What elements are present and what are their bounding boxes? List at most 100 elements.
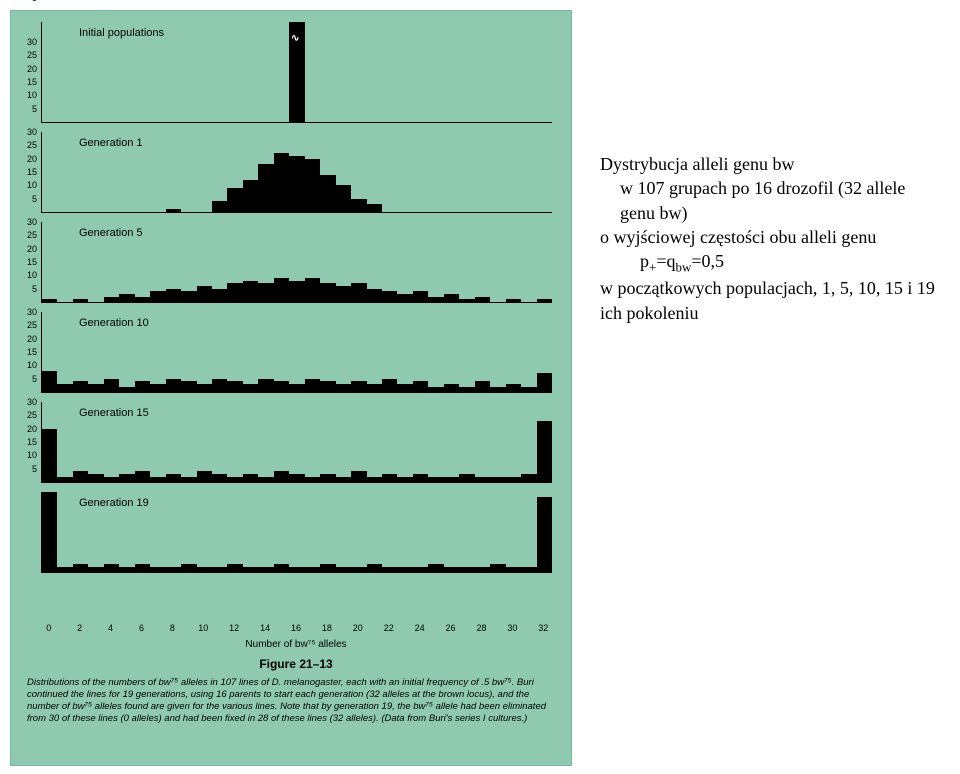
bar (119, 474, 134, 482)
bar (367, 384, 382, 392)
y-tick: 20 (13, 244, 37, 254)
bars-container (41, 492, 552, 573)
bar (243, 281, 258, 302)
bar (475, 381, 490, 392)
bar (289, 567, 304, 572)
bar (150, 384, 165, 392)
bar (320, 564, 335, 572)
y-tick: 5 (13, 464, 37, 474)
bar (336, 286, 351, 302)
bar (428, 564, 443, 572)
bar (197, 286, 212, 302)
x-tick: 32 (533, 623, 553, 633)
bar (243, 474, 258, 482)
figure-caption: Distributions of the numbers of bw⁷⁵ all… (27, 677, 555, 725)
bar (413, 381, 428, 392)
side-line-4: p+=qbw=0,5 (600, 249, 940, 276)
bar (150, 291, 165, 302)
bar (73, 299, 88, 302)
bar (258, 164, 273, 212)
bar (88, 567, 103, 572)
bar (521, 474, 536, 482)
y-tick: 25 (13, 410, 37, 420)
x-tick: 24 (410, 623, 430, 633)
bar (382, 567, 397, 572)
x-tick: 30 (502, 623, 522, 633)
bar (367, 289, 382, 302)
bar (382, 379, 397, 392)
chart-panel-3: 30252015105Generation 10 (41, 309, 551, 399)
bar (289, 474, 304, 482)
side-line-3: o wyjściowej częstości obu alleli genu (600, 225, 940, 249)
side-line-2: w 107 grupach po 16 drozofil (32 allele … (600, 176, 940, 225)
y-tick: 30 (13, 397, 37, 407)
bar (305, 477, 320, 482)
bar (181, 381, 196, 392)
side-line-5: w początkowych populacjach, 1, 5, 10, 15… (600, 276, 940, 325)
x-tick: 22 (379, 623, 399, 633)
bar (289, 384, 304, 392)
bar (42, 429, 57, 482)
bars-container (41, 402, 552, 483)
x-tick: 8 (162, 623, 182, 633)
bar (397, 567, 412, 572)
bar (382, 474, 397, 482)
chart-panel-1: 30252015105Generation 1 (41, 129, 551, 219)
chart-panel-5: 30252015105Generation 19 (41, 489, 551, 579)
x-tick: 2 (70, 623, 90, 633)
bar (351, 471, 366, 482)
y-tick: 10 (13, 90, 37, 100)
bar (197, 471, 212, 482)
bar (397, 384, 412, 392)
y-tick: 25 (13, 140, 37, 150)
bar (336, 567, 351, 572)
bar (336, 477, 351, 482)
x-tick: 28 (471, 623, 491, 633)
y-tick: 20 (13, 64, 37, 74)
bar (351, 567, 366, 572)
bar (444, 384, 459, 392)
y-tick: 10 (13, 180, 37, 190)
bar (181, 477, 196, 482)
y-tick: 15 (13, 347, 37, 357)
x-tick: 10 (193, 623, 213, 633)
x-tick: 4 (101, 623, 121, 633)
bar (42, 299, 57, 302)
bar (258, 379, 273, 392)
y-tick: 5 (13, 284, 37, 294)
bar (428, 387, 443, 392)
y-tick: 20 (13, 334, 37, 344)
y-tick: 30 (13, 37, 37, 47)
y-tick: 25 (13, 320, 37, 330)
bar (537, 373, 552, 392)
bar (274, 153, 289, 212)
bar (258, 477, 273, 482)
bar (506, 477, 521, 482)
bar (305, 278, 320, 302)
y-tick: 15 (13, 257, 37, 267)
bar (258, 567, 273, 572)
bar (305, 567, 320, 572)
bars-container (41, 222, 552, 303)
bar (227, 381, 242, 392)
y-tick: 10 (13, 360, 37, 370)
bar (135, 381, 150, 392)
bar (289, 156, 304, 212)
bar (88, 384, 103, 392)
figure-panel: 107252015105Initial populations∿30252015… (10, 10, 572, 766)
bar (227, 188, 242, 212)
bar (119, 567, 134, 572)
bar (444, 567, 459, 572)
bar (212, 567, 227, 572)
bar (336, 185, 351, 212)
bar (104, 297, 119, 302)
bar (274, 564, 289, 572)
bar (243, 384, 258, 392)
y-tick: 5 (13, 0, 37, 3)
x-tick: 16 (286, 623, 306, 633)
x-tick: 12 (224, 623, 244, 633)
x-tick: 26 (441, 623, 461, 633)
bar (166, 209, 181, 212)
y-tick: 20 (13, 154, 37, 164)
x-tick: 0 (39, 623, 59, 633)
